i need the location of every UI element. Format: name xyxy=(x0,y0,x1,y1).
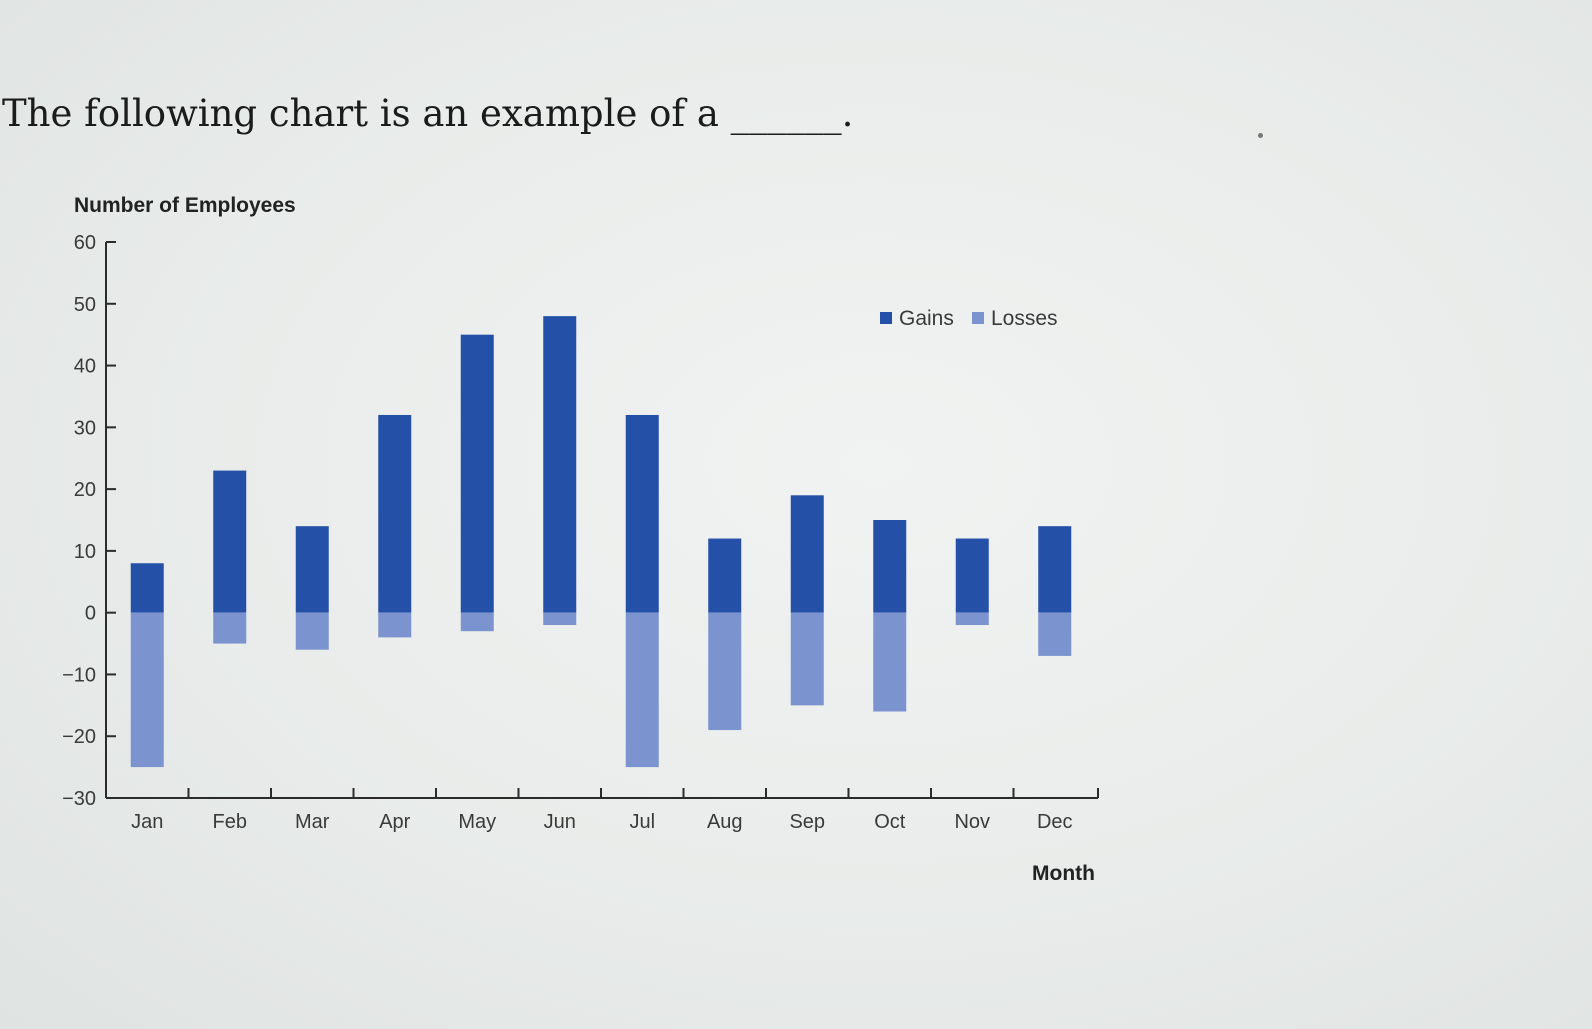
x-tick-label: Sep xyxy=(789,811,825,833)
legend-losses-label: Losses xyxy=(991,307,1058,330)
losses-bar-aug xyxy=(708,612,742,731)
legend-losses-swatch xyxy=(972,312,984,324)
x-tick-label: Oct xyxy=(874,811,906,833)
x-tick-label: Aug xyxy=(707,811,743,833)
x-tick-label: May xyxy=(458,811,496,833)
y-tick-label: 0 xyxy=(85,603,96,625)
x-tick-label: Dec xyxy=(1037,811,1073,833)
legend-gains-swatch xyxy=(880,312,892,324)
y-tick-label: 60 xyxy=(74,232,96,254)
gains-bar-mar xyxy=(295,526,329,613)
bars xyxy=(130,316,1072,768)
losses-bar-nov xyxy=(955,612,989,626)
gains-bar-jun xyxy=(543,316,577,613)
gains-bar-jan xyxy=(130,563,164,613)
losses-bar-mar xyxy=(295,612,329,650)
y-tick-label: 40 xyxy=(74,356,96,378)
y-axis-title: Number of Employees xyxy=(74,194,296,217)
gains-bar-apr xyxy=(378,414,412,613)
x-tick-label: Nov xyxy=(954,811,990,833)
losses-bar-may xyxy=(460,612,494,632)
y-tick-label: 50 xyxy=(74,294,96,316)
y-tick-label: −30 xyxy=(62,788,96,810)
losses-bar-dec xyxy=(1038,612,1072,656)
x-axis-title: Month xyxy=(1032,862,1095,885)
gains-bar-aug xyxy=(708,538,742,613)
x-tick-label: Mar xyxy=(295,811,330,833)
y-tick-label: 20 xyxy=(74,479,96,501)
losses-bar-oct xyxy=(873,612,907,712)
gains-bar-jul xyxy=(625,414,659,613)
y-tick-label: 30 xyxy=(74,417,96,439)
y-tick-label: −20 xyxy=(62,726,96,748)
losses-bar-feb xyxy=(213,612,247,644)
x-tick-label: Jul xyxy=(629,811,655,833)
y-tick-label: −10 xyxy=(62,664,96,686)
gains-bar-may xyxy=(460,334,494,613)
losses-bar-apr xyxy=(378,612,412,638)
x-tick-label: Jun xyxy=(544,811,576,833)
legend: Gains Losses xyxy=(880,307,1058,330)
y-tick-label: 10 xyxy=(74,541,96,563)
gains-bar-oct xyxy=(873,520,907,613)
question-text: The following chart is an example of a _… xyxy=(2,92,854,135)
losses-bar-jan xyxy=(130,612,164,768)
losses-bar-sep xyxy=(790,612,824,706)
gains-bar-feb xyxy=(213,470,247,613)
gains-bar-sep xyxy=(790,495,824,613)
losses-bar-jun xyxy=(543,612,577,626)
stray-dot xyxy=(1258,133,1263,138)
x-tick-label: Jan xyxy=(131,811,163,833)
y-axis: −30 −20 −10 0 10 20 30 40 50 60 xyxy=(62,232,116,810)
losses-bar-jul xyxy=(625,612,659,768)
x-tick-label: Apr xyxy=(379,811,410,833)
x-axis: Jan Feb Mar Apr May Jun Jul Aug Sep Oct Nov Dec xyxy=(106,788,1099,833)
gains-bar-dec xyxy=(1038,526,1072,613)
legend-gains-label: Gains xyxy=(899,307,954,330)
x-tick-label: Feb xyxy=(213,811,247,833)
gains-bar-nov xyxy=(955,538,989,613)
